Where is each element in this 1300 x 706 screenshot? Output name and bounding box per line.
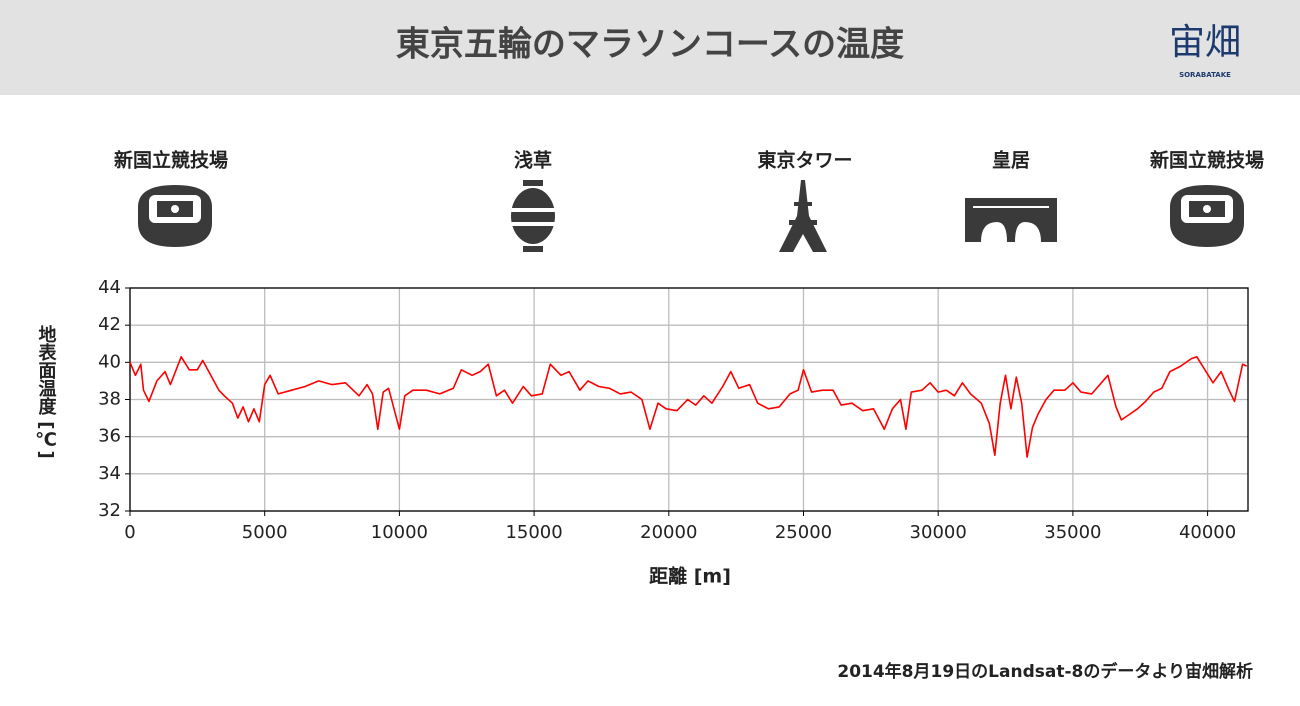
plot-frame — [129, 287, 1249, 512]
landmark-label: 新国立競技場 — [114, 149, 228, 172]
landmark-label: 東京タワー — [757, 149, 852, 172]
y-tick-label: 40 — [98, 351, 121, 372]
x-tick-label: 15000 — [505, 522, 562, 543]
x-tick-label: 20000 — [640, 522, 697, 543]
y-tick-label: 42 — [98, 314, 121, 335]
source-note: 2014年8月19日のLandsat-8のデータより宙畑解析 — [837, 661, 1253, 682]
landmark-label: 浅草 — [514, 149, 552, 172]
y-tick-label: 34 — [98, 463, 121, 484]
stadium-icon — [1170, 185, 1244, 247]
landmark-label: 新国立競技場 — [1150, 149, 1264, 172]
x-tick-label: 30000 — [910, 522, 967, 543]
stadium-icon — [138, 185, 212, 247]
y-tick-label: 38 — [98, 389, 121, 410]
x-tick-label: 10000 — [371, 522, 428, 543]
landmark-label: 皇居 — [992, 149, 1030, 172]
y-tick-label: 32 — [98, 500, 121, 521]
logo-sub: SORABATAKE — [1179, 71, 1231, 79]
page-title: 東京五輪のマラソンコースの温度 — [396, 25, 904, 65]
lantern-icon — [509, 180, 557, 252]
x-tick-label: 0 — [124, 522, 135, 543]
header-band — [0, 0, 1300, 95]
x-axis-label: 距離 [m] — [649, 565, 731, 588]
y-tick-label: 44 — [98, 277, 121, 298]
temperature-line — [129, 356, 1248, 458]
y-tick-label: 36 — [98, 426, 121, 447]
x-tick-label: 35000 — [1044, 522, 1101, 543]
logo: 宙畑 — [1169, 22, 1241, 63]
x-tick-label: 40000 — [1179, 522, 1236, 543]
y-axis-label: 地表面温度 [℃] — [35, 324, 56, 459]
bridge-icon — [965, 198, 1057, 242]
x-tick-label: 5000 — [242, 522, 288, 543]
tower-icon — [779, 180, 827, 252]
x-tick-label: 25000 — [775, 522, 832, 543]
icons — [138, 180, 1244, 252]
